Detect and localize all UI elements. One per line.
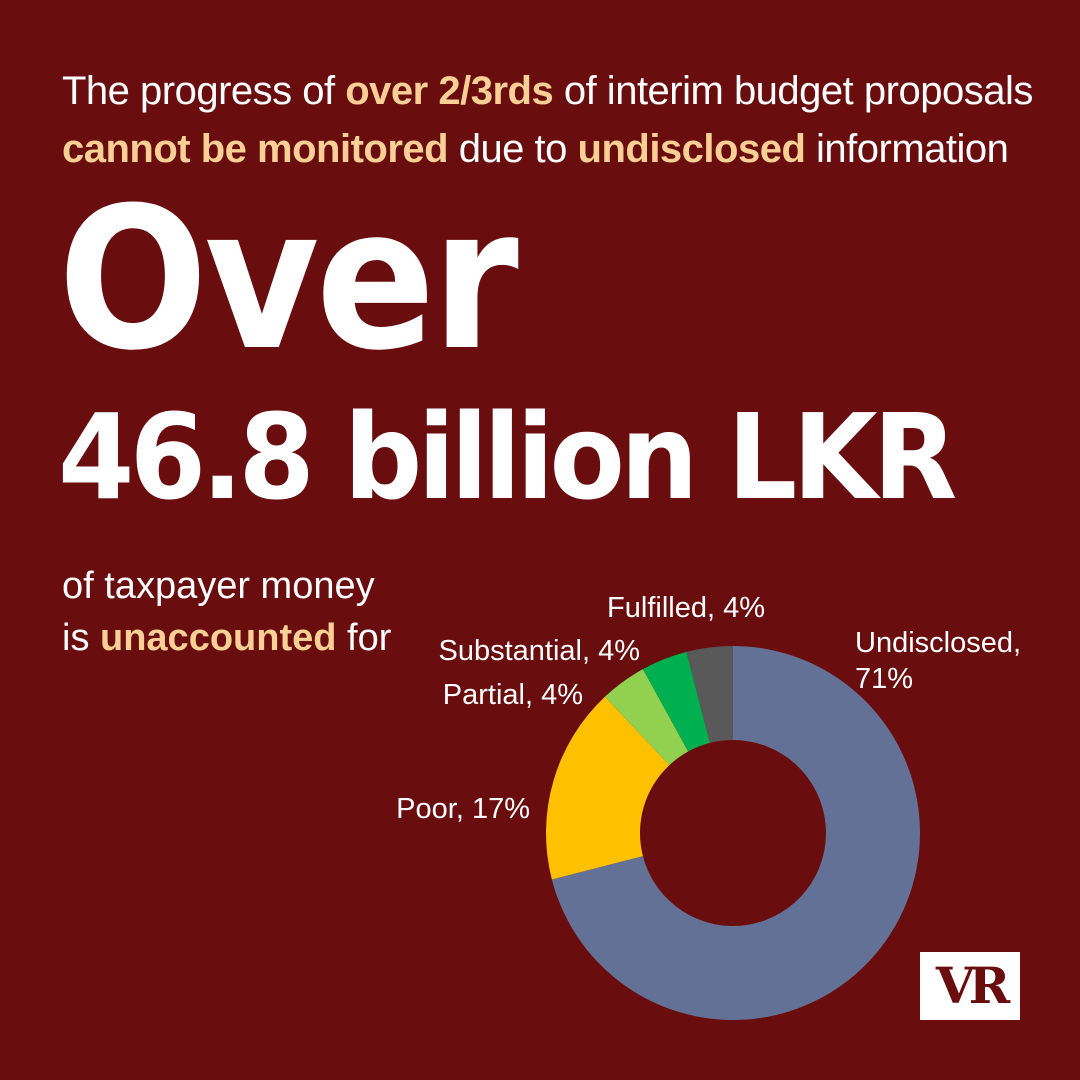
big-over-text: Over [58, 166, 519, 394]
headline-text: due to [448, 127, 578, 171]
headline: The progress of over 2/3rds of interim b… [62, 62, 1042, 178]
headline-highlight: over 2/3rds [345, 69, 554, 113]
slice-poor [546, 696, 670, 880]
headline-highlight: cannot be monitored [62, 127, 449, 171]
headline-text: of interim budget proposals [553, 69, 1034, 113]
slice-label-fulfilled: Fulfilled, 4% [607, 592, 765, 624]
headline-text: The progress of [62, 69, 346, 113]
subtext: of taxpayer money is unaccounted for [62, 560, 482, 664]
vr-logo: VR [920, 952, 1020, 1020]
slice-label-poor: Poor, 17% [396, 793, 530, 825]
headline-text: information [805, 127, 1009, 171]
slice-undisclosed [551, 646, 920, 1021]
subtext-highlight: unaccounted [100, 617, 337, 659]
subtext-line-1: of taxpayer money [62, 565, 375, 607]
slice-label-partial: Partial, 4% [443, 679, 583, 711]
slice-label-substantial: Substantial, 4% [438, 635, 640, 667]
headline-highlight: undisclosed [577, 127, 806, 171]
slice-partial [604, 669, 689, 766]
slice-fulfilled [686, 646, 733, 743]
logo-text: VR [935, 956, 1010, 1015]
headline-line-1: The progress of over 2/3rds of interim b… [62, 62, 1042, 120]
subtext-text: for [336, 617, 392, 659]
subtext-line-2: is unaccounted for [62, 612, 482, 664]
subtext-text: is [62, 617, 100, 659]
headline-line-2: cannot be monitored due to undisclosed i… [62, 120, 1042, 178]
slice-label-undisclosed: Undisclosed, 71% [855, 627, 1021, 695]
big-amount-text: 46.8 billion LKR [58, 388, 957, 526]
slice-substantial [642, 651, 710, 752]
